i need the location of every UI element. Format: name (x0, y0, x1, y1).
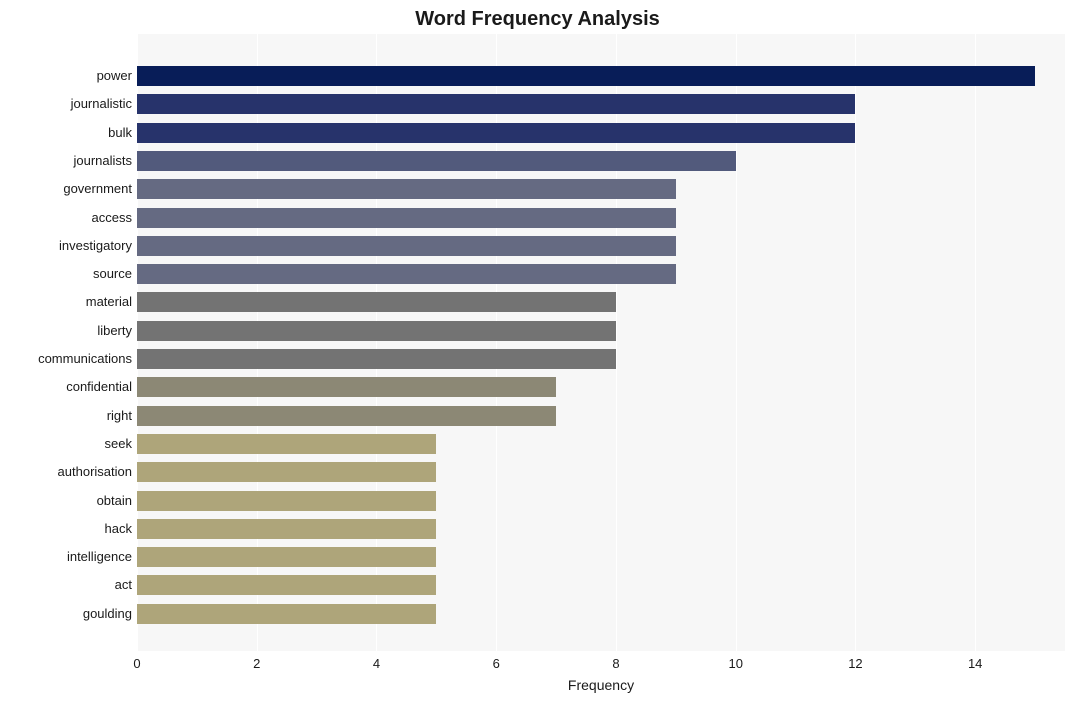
y-tick-label: intelligence (2, 547, 132, 567)
bar (137, 547, 436, 567)
bar (137, 94, 855, 114)
y-tick-label: authorisation (2, 462, 132, 482)
y-tick-label: source (2, 264, 132, 284)
y-tick-label: government (2, 179, 132, 199)
y-tick-label: material (2, 292, 132, 312)
y-tick-label: confidential (2, 377, 132, 397)
bar (137, 377, 556, 397)
y-tick-label: communications (2, 349, 132, 369)
bar (137, 292, 616, 312)
y-tick-label: hack (2, 519, 132, 539)
bar (137, 575, 436, 595)
y-tick-label: journalists (2, 151, 132, 171)
bar (137, 208, 676, 228)
bar (137, 604, 436, 624)
bar (137, 179, 676, 199)
plot-area (137, 34, 1065, 651)
bar (137, 321, 616, 341)
y-tick-label: right (2, 406, 132, 426)
y-tick-label: journalistic (2, 94, 132, 114)
y-tick-label: goulding (2, 604, 132, 624)
bars-layer (137, 34, 1065, 651)
y-tick-label: obtain (2, 491, 132, 511)
x-tick-label: 8 (612, 656, 619, 671)
bar (137, 462, 436, 482)
y-tick-label: seek (2, 434, 132, 454)
y-tick-label: power (2, 66, 132, 86)
bar (137, 491, 436, 511)
bar (137, 264, 676, 284)
y-tick-label: access (2, 208, 132, 228)
x-tick-label: 2 (253, 656, 260, 671)
bar (137, 349, 616, 369)
x-tick-label: 6 (493, 656, 500, 671)
bar (137, 123, 855, 143)
word-frequency-chart: Word Frequency Analysis Frequency power j… (0, 0, 1075, 701)
x-tick-label: 4 (373, 656, 380, 671)
y-tick-label: investigatory (2, 236, 132, 256)
x-tick-label: 12 (848, 656, 862, 671)
y-tick-label: liberty (2, 321, 132, 341)
bar (137, 406, 556, 426)
x-tick-label: 10 (728, 656, 742, 671)
bar (137, 434, 436, 454)
x-axis-label: Frequency (137, 677, 1065, 693)
x-tick-label: 14 (968, 656, 982, 671)
bar (137, 66, 1035, 86)
bar (137, 236, 676, 256)
y-tick-label: act (2, 575, 132, 595)
bar (137, 151, 736, 171)
chart-title: Word Frequency Analysis (0, 8, 1075, 31)
y-tick-label: bulk (2, 123, 132, 143)
x-tick-label: 0 (133, 656, 140, 671)
bar (137, 519, 436, 539)
